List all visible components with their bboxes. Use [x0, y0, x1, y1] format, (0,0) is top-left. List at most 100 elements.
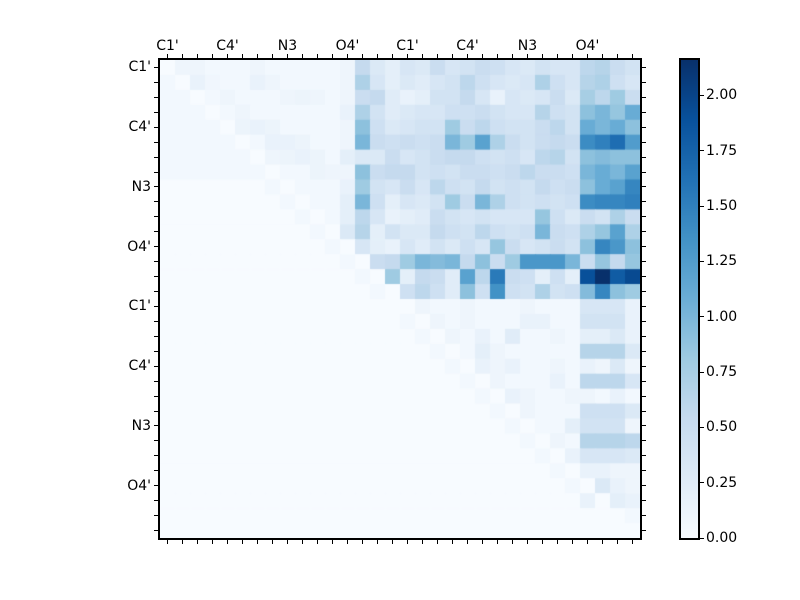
y-tick-label: C1': [128, 59, 151, 76]
y-tick-left: [154, 231, 158, 233]
x-tick-label: N3: [517, 38, 538, 54]
x-tick-top: [257, 54, 258, 58]
x-tick-bottom: [227, 540, 228, 544]
y-tick-right: [642, 380, 646, 382]
x-tick-top: [197, 54, 198, 58]
x-tick-bottom: [392, 540, 393, 544]
x-tick-top: [407, 54, 408, 58]
colorbar-tick: [700, 260, 704, 262]
x-tick-top: [302, 54, 303, 58]
y-tick-left: [154, 171, 158, 173]
colorbar-tick: [700, 482, 704, 484]
y-tick-label: C4': [128, 119, 151, 136]
x-tick-bottom: [587, 540, 588, 544]
colorbar-tick-label: 0.25: [706, 474, 738, 491]
x-tick-bottom: [212, 540, 213, 544]
y-tick-right: [642, 231, 646, 233]
x-tick-bottom: [242, 540, 243, 544]
x-tick-top: [632, 54, 633, 58]
y-tick-left: [154, 81, 158, 83]
y-tick-left: [154, 515, 158, 517]
y-tick-left: [154, 111, 158, 113]
y-tick-left: [154, 156, 158, 158]
y-tick-right: [642, 201, 646, 203]
x-tick-bottom: [452, 540, 453, 544]
x-tick-top: [377, 54, 378, 58]
y-tick-right: [642, 261, 646, 263]
x-tick-top: [587, 54, 588, 58]
colorbar-tick-label: 1.25: [706, 253, 738, 270]
y-tick-label: N3: [131, 178, 151, 195]
y-tick-left: [154, 350, 158, 352]
x-tick-top: [437, 54, 438, 58]
y-tick-left: [154, 96, 158, 98]
x-tick-bottom: [422, 540, 423, 544]
x-tick-bottom: [182, 540, 183, 544]
colorbar-tick: [700, 205, 704, 207]
colorbar-tick: [700, 426, 704, 428]
x-tick-top: [392, 54, 393, 58]
y-tick-left: [154, 440, 158, 442]
x-tick-bottom: [542, 540, 543, 544]
x-tick-bottom: [572, 540, 573, 544]
x-tick-bottom: [482, 540, 483, 544]
x-tick-bottom: [407, 540, 408, 544]
y-tick-right: [642, 246, 646, 248]
y-tick-left: [154, 141, 158, 143]
x-tick-top: [452, 54, 453, 58]
x-tick-top: [347, 54, 348, 58]
x-tick-top: [362, 54, 363, 58]
x-tick-bottom: [512, 540, 513, 544]
colorbar-tick: [700, 94, 704, 96]
y-tick-label: C4': [128, 358, 151, 375]
y-tick-right: [642, 320, 646, 322]
y-tick-right: [642, 515, 646, 517]
x-tick-top: [542, 54, 543, 58]
y-tick-label: N3: [131, 417, 151, 434]
y-tick-left: [154, 276, 158, 278]
x-tick-bottom: [437, 540, 438, 544]
x-tick-bottom: [332, 540, 333, 544]
y-tick-right: [642, 216, 646, 218]
y-tick-left: [154, 291, 158, 293]
y-tick-left: [154, 365, 158, 367]
x-tick-label: O4': [335, 38, 360, 54]
x-tick-top: [182, 54, 183, 58]
y-tick-right: [642, 500, 646, 502]
colorbar-tick: [700, 371, 704, 373]
x-tick-label: C4': [456, 38, 479, 54]
y-tick-right: [642, 96, 646, 98]
y-tick-right: [642, 350, 646, 352]
x-tick-label: N3: [277, 38, 298, 54]
y-tick-left: [154, 216, 158, 218]
x-tick-label: O4': [575, 38, 600, 54]
y-tick-left: [154, 500, 158, 502]
x-tick-top: [557, 54, 558, 58]
x-tick-top: [167, 54, 168, 58]
y-tick-right: [642, 395, 646, 397]
y-tick-left: [154, 186, 158, 188]
y-tick-right: [642, 171, 646, 173]
y-tick-label: C1': [128, 298, 151, 315]
y-tick-right: [642, 485, 646, 487]
x-tick-bottom: [317, 540, 318, 544]
x-tick-bottom: [632, 540, 633, 544]
y-tick-left: [154, 335, 158, 337]
x-tick-bottom: [602, 540, 603, 544]
y-tick-right: [642, 276, 646, 278]
y-tick-left: [154, 261, 158, 263]
y-tick-right: [642, 156, 646, 158]
x-tick-bottom: [527, 540, 528, 544]
y-tick-right: [642, 81, 646, 83]
y-tick-left: [154, 246, 158, 248]
y-tick-label: O4': [127, 238, 151, 255]
colorbar-tick-label: 1.75: [706, 142, 738, 159]
x-tick-bottom: [302, 540, 303, 544]
x-tick-top: [617, 54, 618, 58]
y-tick-left: [154, 395, 158, 397]
x-tick-top: [497, 54, 498, 58]
colorbar-frame: [679, 58, 700, 540]
x-tick-top: [572, 54, 573, 58]
colorbar-tick-label: 1.50: [706, 198, 738, 215]
